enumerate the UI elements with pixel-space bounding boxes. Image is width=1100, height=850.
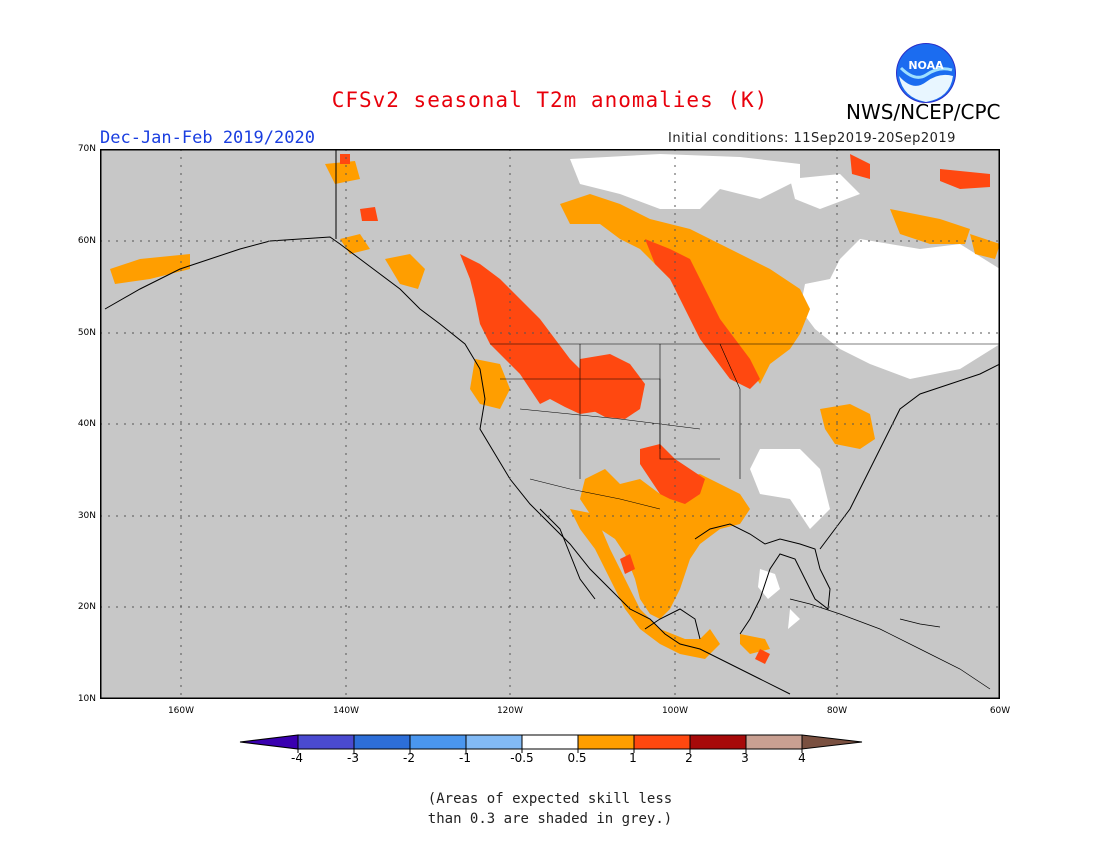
lat-label-30n: 30N — [77, 511, 96, 521]
colorbar-segment — [689, 734, 747, 750]
colorbar-segment — [521, 734, 579, 750]
map-boundaries — [104, 149, 1000, 695]
season-label: Dec-Jan-Feb 2019/2020 — [100, 128, 315, 148]
skill-note-line-1: (Areas of expected skill less — [427, 791, 673, 807]
lon-label-140w: 140W — [332, 706, 360, 716]
colorbar-segment — [297, 734, 355, 750]
lon-label-120w: 120W — [496, 706, 524, 716]
agency-label: NWS/NCEP/CPC — [846, 100, 1001, 124]
colorbar-segment — [409, 734, 467, 750]
colorbar-label-4: 4 — [798, 751, 806, 765]
map-frame — [100, 149, 1000, 699]
noaa-logo: NOAA — [895, 42, 957, 104]
lon-label-60w: 60W — [989, 706, 1011, 716]
lat-label-50n: 50N — [77, 328, 96, 338]
color-bar — [239, 734, 863, 753]
colorbar-label-minus2: -2 — [403, 751, 415, 765]
colorbar-label-minus1: -1 — [459, 751, 471, 765]
colorbar-segment — [577, 734, 635, 750]
map-graticule — [100, 149, 1000, 699]
lat-label-70n: 70N — [77, 144, 96, 154]
colorbar-segment — [353, 734, 411, 750]
colorbar-arrow-right — [801, 734, 863, 750]
colorbar-label-1: 1 — [629, 751, 637, 765]
lat-label-40n: 40N — [77, 419, 96, 429]
skill-note-line-2: than 0.3 are shaded in grey.) — [427, 811, 673, 827]
colorbar-arrow-left — [239, 734, 299, 750]
anomaly-map — [100, 149, 1000, 699]
lon-label-160w: 160W — [167, 706, 195, 716]
chart-title: CFSv2 seasonal T2m anomalies (K) — [331, 88, 769, 112]
colorbar-segment — [465, 734, 523, 750]
colorbar-label-minus3: -3 — [347, 751, 359, 765]
anomaly-1-2-regions — [340, 154, 990, 664]
lon-label-80w: 80W — [826, 706, 848, 716]
colorbar-label-minus4: -4 — [291, 751, 303, 765]
svg-text:NOAA: NOAA — [908, 59, 944, 72]
lat-label-20n: 20N — [77, 602, 96, 612]
lat-label-60n: 60N — [77, 236, 96, 246]
colorbar-label-3: 3 — [741, 751, 749, 765]
colorbar-segment — [633, 734, 691, 750]
initial-conditions-label: Initial conditions: 11Sep2019-20Sep2019 — [668, 131, 956, 146]
colorbar-label-minus05: -0.5 — [510, 751, 534, 765]
lon-label-100w: 100W — [661, 706, 689, 716]
colorbar-segment — [745, 734, 803, 750]
colorbar-label-2: 2 — [685, 751, 693, 765]
colorbar-label-05: 0.5 — [567, 751, 587, 765]
lat-label-10n: 10N — [77, 694, 96, 704]
